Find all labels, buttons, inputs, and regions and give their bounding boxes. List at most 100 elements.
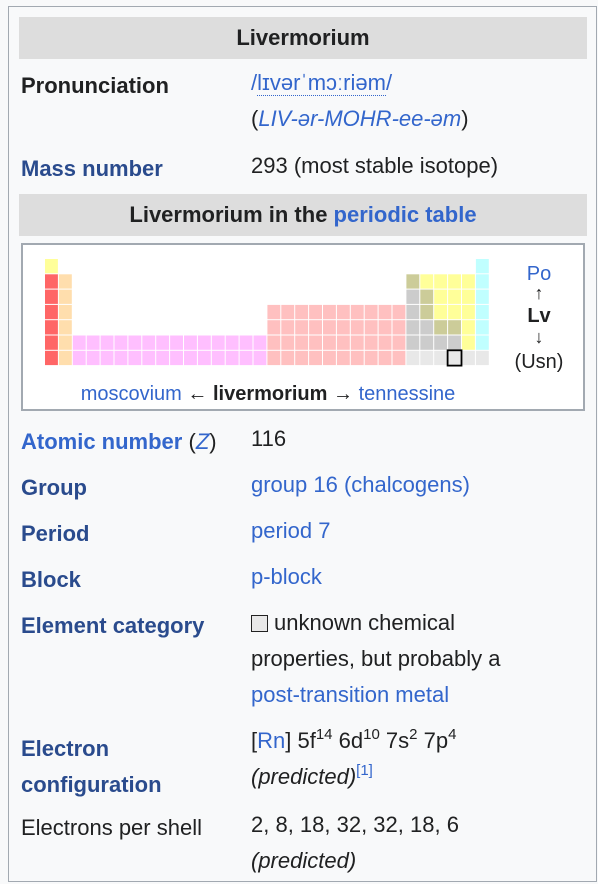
periodic-table-grid[interactable] — [23, 245, 503, 381]
electron-configuration-value: [Rn] 5f14 6d10 7s2 7p4 (predicted)[1] — [251, 726, 457, 789]
element-cell — [462, 289, 475, 304]
element-cell — [267, 335, 281, 350]
category-swatch-icon — [251, 615, 268, 632]
element-cell — [253, 350, 267, 366]
element-cell — [45, 304, 58, 320]
element-cell — [58, 304, 72, 320]
block-value-link[interactable]: p-block — [251, 564, 322, 589]
periodic-nav: moscovium ← livermorium → tennessine — [23, 383, 513, 406]
element-cell — [336, 304, 350, 320]
element-cell — [350, 350, 364, 366]
element-cell — [309, 320, 322, 335]
atomic-number-label: Atomic number (Z) — [21, 429, 217, 455]
element-below: (Usn) — [514, 351, 564, 373]
element-cell — [72, 335, 86, 350]
element-cell — [267, 304, 281, 320]
element-cell — [58, 289, 72, 304]
atomic-number-link[interactable]: Atomic number — [21, 429, 183, 454]
element-cell — [364, 320, 378, 335]
config-bracket-close: ] — [285, 728, 292, 753]
element-cell — [295, 350, 309, 366]
element-cell — [45, 274, 58, 289]
config-predicted-note: (predicted) — [251, 764, 357, 789]
ipa-slash-open: / — [251, 70, 258, 95]
left-arrow-icon: ← — [187, 383, 208, 405]
element-category-link[interactable]: Element category — [21, 613, 205, 638]
element-cell — [434, 320, 448, 335]
element-cell — [434, 350, 448, 366]
element-cell — [58, 350, 72, 366]
element-cell — [295, 320, 309, 335]
element-cell — [72, 350, 86, 366]
element-cell — [267, 350, 281, 366]
reference-link[interactable]: [1] — [356, 762, 373, 779]
radon-link[interactable]: Rn — [257, 728, 286, 753]
element-cell — [420, 320, 434, 335]
element-cell — [406, 320, 420, 335]
element-cell — [392, 320, 406, 335]
next-element-link[interactable]: tennessine — [358, 383, 456, 405]
element-cell — [475, 274, 489, 289]
element-cell — [448, 304, 461, 320]
element-cell — [406, 289, 420, 304]
element-cell — [253, 335, 267, 350]
element-cell — [100, 335, 114, 350]
element-cell — [336, 350, 350, 366]
element-cell — [239, 350, 253, 366]
element-cell — [197, 335, 211, 350]
element-cell — [364, 350, 378, 366]
config-bracket-open: [ — [251, 728, 258, 753]
ipa-link[interactable]: lɪvərˈmɔːriəm — [257, 70, 386, 96]
element-cell — [45, 289, 58, 304]
element-cell — [184, 335, 197, 350]
element-cell — [58, 274, 72, 289]
element-cell — [58, 335, 72, 350]
block-link[interactable]: Block — [21, 567, 81, 592]
element-cell — [392, 335, 406, 350]
element-cell — [86, 335, 100, 350]
prev-element-link[interactable]: moscovium — [80, 383, 182, 405]
up-arrow-icon: ↑ — [534, 283, 544, 303]
element-cell — [392, 350, 406, 366]
element-cell — [211, 335, 225, 350]
element-cell — [225, 350, 239, 366]
group-value-link[interactable]: group 16 (chalcogens) — [251, 472, 470, 497]
element-cell — [142, 350, 156, 366]
element-cell — [406, 274, 420, 289]
element-cell — [364, 304, 378, 320]
periodic-table-frame: Po ↑ Lv ↓ (Usn) moscovium ← livermorium … — [21, 243, 585, 411]
element-cell — [45, 335, 58, 350]
element-cell — [434, 335, 448, 350]
element-cell — [462, 274, 475, 289]
period-link[interactable]: Period — [21, 521, 90, 546]
element-cell — [434, 304, 448, 320]
periodic-table-link[interactable]: periodic table — [333, 202, 477, 227]
infobox: Livermorium Pronunciation /lɪvərˈmɔːriəm… — [8, 6, 597, 882]
element-cell — [462, 335, 475, 350]
group-link[interactable]: Group — [21, 475, 87, 500]
element-cell — [406, 335, 420, 350]
mass-number-link[interactable]: Mass number — [21, 156, 163, 181]
element-cell — [336, 320, 350, 335]
post-transition-metal-link[interactable]: post-transition metal — [251, 682, 450, 707]
period-value-link[interactable]: period 7 — [251, 518, 331, 543]
element-above-link[interactable]: Po — [526, 263, 552, 285]
electron-configuration-link[interactable]: Electron configuration — [21, 736, 162, 797]
element-cell — [45, 259, 58, 274]
element-cell — [475, 304, 489, 320]
element-cell — [475, 335, 489, 350]
element-cell — [45, 350, 58, 366]
z-link[interactable]: Z — [195, 429, 210, 454]
element-cell — [462, 304, 475, 320]
element-cell — [420, 289, 434, 304]
element-cell — [323, 335, 336, 350]
element-cell — [170, 350, 183, 366]
atomic-number-paren-open: ( — [182, 429, 196, 454]
element-cell — [406, 350, 420, 366]
respelling-link[interactable]: LIV-ər-MOHR-ee-əm — [258, 106, 462, 131]
element-cell — [392, 304, 406, 320]
element-cell — [323, 304, 336, 320]
element-cell — [350, 335, 364, 350]
atomic-number-value: 116 — [251, 426, 287, 451]
element-cell — [462, 320, 475, 335]
